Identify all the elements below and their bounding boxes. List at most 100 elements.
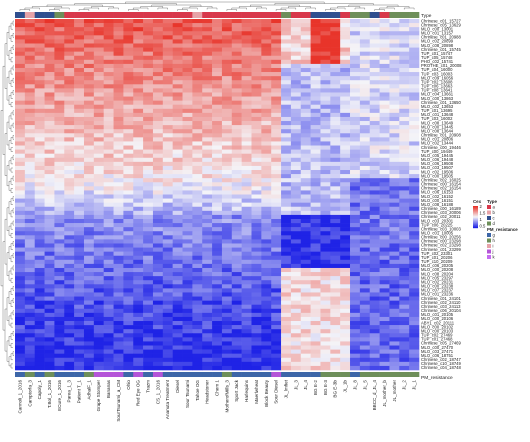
heatmap-cell bbox=[221, 276, 233, 281]
heatmap-cell bbox=[83, 165, 95, 171]
heatmap-cell bbox=[113, 333, 124, 338]
heatmap-cell bbox=[83, 35, 95, 40]
heatmap-cell bbox=[330, 35, 341, 40]
heatmap-cell bbox=[54, 325, 65, 330]
heatmap-cell bbox=[300, 300, 311, 305]
heatmap-cell bbox=[251, 349, 262, 354]
heatmap-cell bbox=[271, 223, 282, 228]
heatmap-cell bbox=[320, 194, 331, 199]
heatmap-cell bbox=[192, 210, 203, 216]
heatmap-cell bbox=[44, 214, 55, 220]
heatmap-cell bbox=[15, 251, 26, 257]
heatmap-cell bbox=[369, 112, 380, 118]
heatmap-cell bbox=[379, 116, 390, 122]
heatmap-cell bbox=[281, 43, 292, 48]
heatmap-cell bbox=[290, 321, 302, 326]
heatmap-cell bbox=[103, 19, 114, 24]
heatmap-cell bbox=[320, 149, 331, 154]
heatmap-cell bbox=[241, 112, 252, 118]
heatmap-cell bbox=[251, 255, 262, 261]
heatmap-cell bbox=[350, 63, 361, 69]
heatmap-cell bbox=[261, 23, 272, 28]
heatmap-cell bbox=[310, 145, 321, 150]
heatmap-cell bbox=[271, 153, 282, 159]
heatmap-cell bbox=[54, 353, 65, 359]
heatmap-cell bbox=[113, 116, 124, 122]
heatmap-cell bbox=[34, 202, 45, 208]
heatmap-cell bbox=[330, 145, 341, 150]
heatmap-cell bbox=[290, 361, 302, 367]
pm-resistance-annotation-cell bbox=[172, 372, 183, 377]
heatmap-cell bbox=[192, 284, 203, 289]
heatmap-cell bbox=[113, 59, 124, 65]
heatmap-cell bbox=[64, 19, 75, 24]
heatmap-cell bbox=[281, 312, 292, 318]
heatmap-cell bbox=[182, 231, 193, 236]
heatmap-cell bbox=[350, 300, 361, 305]
heatmap-cell bbox=[123, 170, 134, 175]
heatmap-cell bbox=[34, 108, 45, 114]
heatmap-cell bbox=[162, 170, 173, 175]
heatmap-cell bbox=[212, 108, 223, 114]
heatmap-cell bbox=[192, 300, 203, 305]
heatmap-cell bbox=[231, 231, 242, 236]
column-label: Patient T_1 bbox=[77, 380, 82, 404]
heatmap-cell bbox=[261, 47, 272, 52]
heatmap-cell bbox=[290, 145, 302, 150]
heatmap-cell bbox=[369, 76, 380, 81]
heatmap-cell bbox=[34, 337, 45, 342]
heatmap-cell bbox=[83, 31, 95, 36]
heatmap-cell bbox=[300, 243, 311, 248]
heatmap-cell bbox=[44, 186, 55, 191]
heatmap-cell bbox=[290, 284, 302, 289]
heatmap-cell bbox=[340, 312, 351, 318]
row-label: Chrinese_c00_23298 bbox=[421, 239, 461, 244]
pm-resistance-annotation-cell bbox=[182, 372, 193, 377]
heatmap-cell bbox=[340, 227, 351, 232]
heatmap-cell bbox=[103, 259, 114, 265]
type-annotation-cell bbox=[74, 12, 85, 18]
row-dendrogram-branch bbox=[8, 201, 11, 215]
heatmap-cell bbox=[399, 284, 410, 289]
heatmap-cell bbox=[123, 333, 134, 338]
heatmap-cell bbox=[330, 284, 341, 289]
heatmap-cell bbox=[241, 353, 252, 359]
heatmap-cell bbox=[34, 308, 45, 314]
heatmap-cell bbox=[350, 214, 361, 220]
heatmap-cell bbox=[221, 365, 233, 371]
heatmap-cell bbox=[261, 255, 272, 261]
legend-tick-label: 1.5 bbox=[480, 211, 486, 216]
heatmap-cell bbox=[231, 43, 242, 48]
type-annotation-label: Type bbox=[421, 13, 432, 19]
heatmap-cell bbox=[133, 267, 144, 273]
row-dendrogram-branch bbox=[12, 253, 14, 258]
heatmap-cell bbox=[281, 170, 292, 175]
heatmap-cell bbox=[221, 239, 233, 244]
heatmap-cell bbox=[74, 47, 85, 52]
pm-resistance-annotation-cell bbox=[300, 372, 311, 377]
heatmap-cell bbox=[399, 80, 410, 85]
heatmap-cell bbox=[123, 292, 134, 297]
heatmap-cell bbox=[330, 304, 341, 310]
heatmap-cell bbox=[133, 247, 144, 252]
heatmap-cell bbox=[369, 333, 380, 338]
heatmap-cell bbox=[241, 43, 252, 48]
heatmap-cell bbox=[399, 223, 410, 228]
heatmap-cell bbox=[379, 55, 390, 61]
heatmap-cell bbox=[340, 88, 351, 93]
heatmap-cell bbox=[261, 63, 272, 69]
heatmap-cell bbox=[113, 67, 124, 73]
heatmap-cell bbox=[192, 80, 203, 85]
heatmap-cell bbox=[15, 153, 26, 159]
heatmap-cell bbox=[330, 206, 341, 212]
heatmap-cell bbox=[74, 182, 85, 187]
heatmap-cell bbox=[162, 231, 173, 236]
heatmap-cell bbox=[281, 353, 292, 359]
heatmap-cell bbox=[290, 76, 302, 81]
heatmap-cell bbox=[300, 292, 311, 297]
heatmap-cell bbox=[399, 247, 410, 252]
row-dendrogram-branch bbox=[12, 45, 14, 50]
heatmap-cell bbox=[83, 333, 95, 338]
heatmap-cell bbox=[202, 80, 213, 85]
heatmap-cell bbox=[389, 149, 400, 154]
